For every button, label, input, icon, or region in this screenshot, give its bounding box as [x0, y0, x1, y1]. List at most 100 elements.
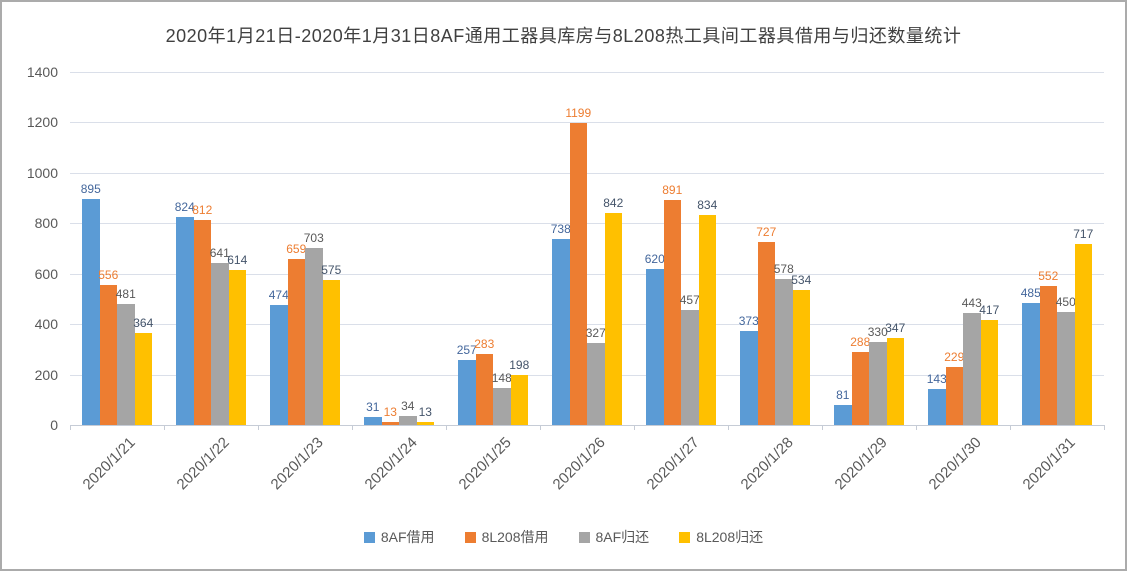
gridline: [70, 172, 1104, 174]
bar-value-label: 347: [885, 320, 906, 335]
bar-value-label: 614: [227, 253, 248, 268]
bar-8AF借用-2020/1/29: [834, 404, 852, 425]
bar-value-label: 578: [773, 262, 794, 277]
gridline: [70, 273, 1104, 275]
x-axis-label: 2020/1/25: [455, 434, 516, 494]
bar-8AF借用-2020/1/23: [270, 305, 288, 425]
legend: 8AF借用 8L208借用 8AF归还 8L208归还: [2, 527, 1125, 547]
x-axis-line: [70, 425, 1104, 426]
x-axis-tick: [916, 425, 917, 430]
legend-item-8L208借用: 8L208借用: [464, 527, 549, 547]
bar-8L208借用-2020/1/25: [475, 353, 493, 425]
legend-swatch-icon: [679, 531, 691, 543]
bar-value-label: 283: [474, 336, 495, 351]
bar-value-label: 443: [961, 296, 982, 311]
bar-value-label: 13: [418, 404, 432, 419]
x-axis-label: 2020/1/30: [925, 434, 986, 494]
legend-item-8AF借用: 8AF借用: [363, 527, 435, 547]
x-axis-label: 2020/1/24: [361, 434, 422, 494]
bar-value-label: 229: [944, 350, 965, 365]
bar-value-label: 834: [697, 197, 718, 212]
bar-value-label: 620: [644, 251, 665, 266]
legend-label: 8AF归还: [595, 529, 650, 545]
bar-8L208借用-2020/1/22: [193, 220, 211, 425]
bar-value-label: 659: [286, 241, 307, 256]
bar-8L208归还-2020/1/23: [322, 280, 340, 425]
bar-value-label: 13: [383, 404, 397, 419]
x-axis-tick: [1010, 425, 1011, 430]
bar-value-label: 812: [192, 203, 213, 218]
bar-8AF借用-2020/1/31: [1022, 302, 1040, 425]
x-axis-tick: [1104, 425, 1105, 430]
y-axis-tick-label: 400: [34, 316, 58, 333]
bar-8AF归还-2020/1/31: [1057, 311, 1075, 425]
bar-value-label: 143: [926, 371, 947, 386]
x-axis-label: 2020/1/22: [173, 434, 234, 494]
bar-8L208借用-2020/1/21: [99, 284, 117, 425]
bar-value-label: 327: [585, 325, 606, 340]
gridline: [70, 223, 1104, 225]
bar-value-label: 198: [509, 358, 530, 373]
bar-value-label: 891: [662, 183, 683, 198]
bar-8L208归还-2020/1/24: [416, 421, 434, 425]
gridline: [70, 72, 1104, 73]
bar-8L208归还-2020/1/25: [510, 375, 528, 425]
bar-8AF归还-2020/1/21: [117, 303, 135, 425]
bar-value-label: 474: [268, 288, 289, 303]
bar-value-label: 895: [80, 182, 101, 197]
bar-8L208借用-2020/1/26: [569, 122, 587, 425]
legend-item-8AF归还: 8AF归还: [578, 527, 650, 547]
y-axis-tick-label: 1200: [26, 114, 58, 131]
bar-value-label: 257: [456, 343, 477, 358]
bar-value-label: 552: [1038, 268, 1059, 283]
bar-8L208借用-2020/1/23: [287, 258, 305, 425]
bar-value-label: 738: [550, 221, 571, 236]
bar-8AF归还-2020/1/23: [305, 247, 323, 425]
gridline: [70, 324, 1104, 326]
bar-value-label: 824: [174, 200, 195, 215]
bar-value-label: 842: [603, 195, 624, 210]
bar-8AF借用-2020/1/26: [552, 238, 570, 425]
bar-8AF归还-2020/1/26: [587, 342, 605, 425]
bar-8AF借用-2020/1/21: [82, 199, 100, 425]
legend-label: 8L208借用: [481, 529, 549, 545]
y-axis-tick-label: 1400: [26, 64, 58, 80]
x-axis-tick: [446, 425, 447, 430]
x-axis-tick: [164, 425, 165, 430]
x-axis-tick: [352, 425, 353, 430]
x-axis-label: 2020/1/27: [643, 434, 704, 494]
bar-value-label: 450: [1055, 294, 1076, 309]
bar-value-label: 457: [679, 292, 700, 307]
bar-8AF借用-2020/1/28: [740, 330, 758, 425]
legend-label: 8L208归还: [696, 529, 764, 545]
x-axis-label: 2020/1/29: [831, 434, 892, 494]
x-axis-tick: [822, 425, 823, 430]
bar-8AF借用-2020/1/25: [458, 360, 476, 425]
bar-8L208归还-2020/1/29: [886, 337, 904, 425]
x-axis-tick: [70, 425, 71, 430]
bar-8L208归还-2020/1/21: [134, 333, 152, 425]
bar-value-label: 485: [1020, 285, 1041, 300]
bar-8L208归还-2020/1/26: [604, 212, 622, 425]
bar-value-label: 34: [401, 399, 415, 414]
bar-value-label: 534: [791, 273, 812, 288]
x-axis-tick: [540, 425, 541, 430]
y-axis-tick-label: 200: [34, 366, 58, 383]
legend-label: 8AF借用: [380, 529, 435, 545]
bar-8AF借用-2020/1/22: [176, 217, 194, 425]
bar-value-label: 481: [115, 286, 136, 301]
bar-value-label: 373: [738, 313, 759, 328]
legend-item-8L208归还: 8L208归还: [679, 527, 763, 547]
bar-8AF借用-2020/1/24: [364, 417, 382, 425]
x-axis-label: 2020/1/21: [79, 434, 140, 494]
bar-8AF归还-2020/1/29: [869, 341, 887, 425]
y-axis-tick-label: 1000: [26, 164, 58, 181]
bar-value-label: 703: [303, 230, 324, 245]
bar-value-label: 1199: [565, 105, 592, 120]
bar-value-label: 727: [756, 224, 777, 239]
bar-value-label: 81: [836, 387, 850, 402]
x-axis-tick: [258, 425, 259, 430]
bar-value-label: 575: [321, 263, 342, 278]
